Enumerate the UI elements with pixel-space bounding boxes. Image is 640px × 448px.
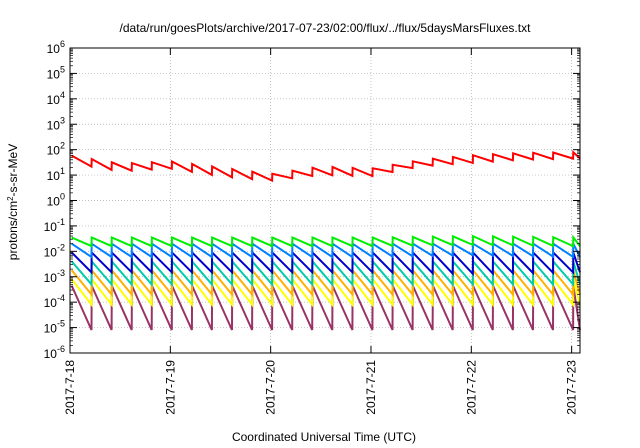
y-tick-label: 10-2 (44, 242, 65, 259)
x-ticks: 2017-7-18 2017-7-19 2017-7-20 2017-7-21 2017… (63, 48, 579, 415)
y-tick-label: 10-4 (44, 293, 65, 310)
x-tick-label: 2017-7-20 (264, 360, 278, 415)
y-tick-label: 100 (47, 192, 65, 209)
y-tick-label: 102 (47, 141, 65, 158)
y-tick-label: 10-6 (44, 344, 65, 361)
x-tick-label: 2017-7-22 (464, 360, 478, 415)
y-axis-label-sup: 2 (6, 196, 15, 201)
y-axis-label: protons/cm2-s-sr-MeV (6, 144, 21, 260)
series-line-3 (70, 249, 581, 277)
chart-title: /data/run/goesPlots/archive/2017-07-23/0… (120, 21, 532, 35)
y-tick-label: 101 (47, 166, 65, 183)
y-axis-label-main: protons/cm (6, 201, 20, 260)
series-line-7 (70, 285, 581, 331)
series-line-1 (71, 234, 581, 248)
series-group (70, 149, 581, 331)
y-tick-label: 103 (47, 115, 65, 132)
y-tick-label: 10-1 (44, 217, 65, 234)
y-tick-label: 10-3 (44, 268, 65, 285)
series-line-0 (71, 149, 581, 183)
x-axis-label: Coordinated Universal Time (UTC) (232, 430, 416, 444)
y-ticks: 10-6 10-5 10-4 10-3 10-2 10-1 100 101 102 103 104 1… (44, 39, 580, 361)
x-tick-label: 2017-7-23 (565, 360, 579, 415)
y-tick-label: 105 (47, 64, 65, 81)
y-axis-label-rest: -s-sr-MeV (6, 144, 20, 197)
x-tick-label: 2017-7-18 (63, 360, 77, 415)
y-tick-label: 106 (47, 39, 65, 56)
x-tick-label: 2017-7-19 (163, 360, 177, 415)
y-tick-label: 104 (47, 90, 65, 107)
series-line-2 (71, 241, 581, 259)
y-tick-label: 10-5 (44, 319, 65, 336)
x-tick-label: 2017-7-21 (364, 360, 378, 415)
